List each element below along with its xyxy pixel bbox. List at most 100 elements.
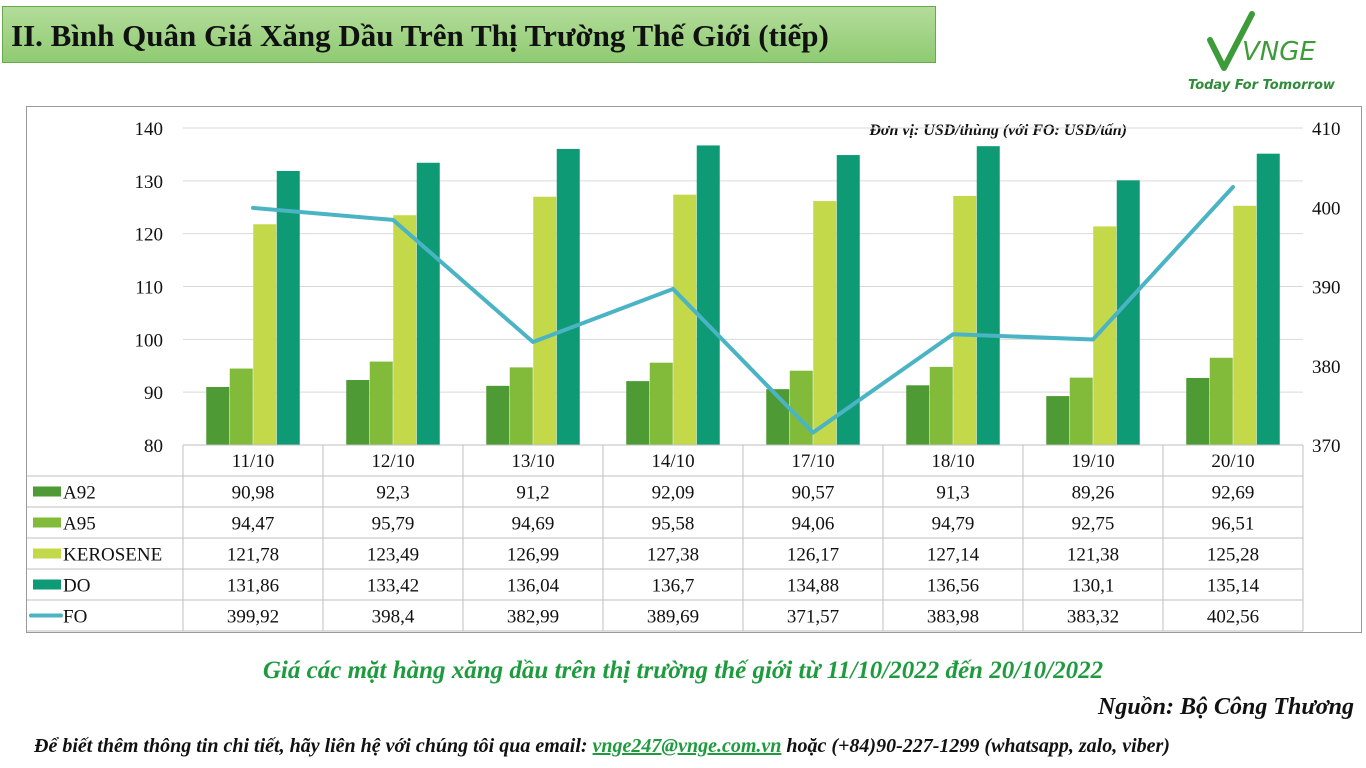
bar-kerosene bbox=[253, 224, 277, 445]
data-cell: 91,2 bbox=[516, 483, 549, 504]
bar-a95 bbox=[229, 368, 253, 445]
data-cell: 382,99 bbox=[507, 607, 559, 628]
data-cell: 130,1 bbox=[1072, 576, 1115, 597]
legend-key-a95 bbox=[33, 517, 61, 528]
bar-kerosene bbox=[1233, 205, 1257, 445]
email-link[interactable]: vnge247@vnge.com.vn bbox=[592, 735, 782, 757]
data-cell: 92,09 bbox=[652, 483, 695, 504]
category-label: 14/10 bbox=[651, 451, 694, 472]
data-cell: 125,28 bbox=[1207, 545, 1259, 566]
data-cell: 383,32 bbox=[1067, 607, 1119, 628]
data-cell: 126,17 bbox=[787, 545, 839, 566]
legend-label: KEROSENE bbox=[63, 545, 162, 566]
bar-a95 bbox=[929, 366, 953, 445]
data-cell: 123,49 bbox=[367, 545, 419, 566]
logo-brand-text: VNGE bbox=[1242, 37, 1316, 67]
bar-do bbox=[556, 148, 580, 445]
bar-do bbox=[836, 155, 860, 445]
unit-note: Đơn vị: USD/thùng (với FO: USD/tấn) bbox=[868, 122, 1127, 139]
data-cell: 92,69 bbox=[1212, 483, 1255, 504]
data-cell: 402,56 bbox=[1207, 607, 1259, 628]
y-left-tick-label: 140 bbox=[135, 119, 164, 140]
category-label: 11/10 bbox=[232, 451, 275, 472]
data-cell: 121,38 bbox=[1067, 545, 1119, 566]
data-cell: 94,06 bbox=[792, 514, 835, 535]
bar-do bbox=[1116, 180, 1140, 445]
bar-a95 bbox=[1069, 377, 1093, 445]
bar-a92 bbox=[206, 386, 230, 445]
data-cell: 91,3 bbox=[936, 483, 969, 504]
data-cell: 95,58 bbox=[652, 514, 695, 535]
category-label: 17/10 bbox=[791, 451, 834, 472]
page-title: II. Bình Quân Giá Xăng Dầu Trên Thị Trườ… bbox=[11, 18, 829, 53]
bar-a92 bbox=[906, 385, 930, 445]
data-cell: 92,75 bbox=[1072, 514, 1115, 535]
bar-kerosene bbox=[673, 194, 697, 445]
line-fo bbox=[251, 184, 1235, 435]
y-right-tick-label: 370 bbox=[1312, 436, 1341, 457]
bar-a92 bbox=[1046, 396, 1070, 445]
data-cell: 133,42 bbox=[367, 576, 419, 597]
y-left-tick-label: 130 bbox=[135, 172, 164, 193]
bar-do bbox=[416, 162, 440, 445]
data-cell: 136,04 bbox=[507, 576, 560, 597]
data-cell: 135,14 bbox=[1207, 576, 1260, 597]
data-cell: 131,86 bbox=[227, 576, 279, 597]
y-left-tick-label: 110 bbox=[135, 278, 163, 299]
data-cell: 383,98 bbox=[927, 607, 979, 628]
source-note: Nguồn: Bộ Công Thương bbox=[1098, 694, 1354, 720]
data-cell: 136,7 bbox=[652, 576, 695, 597]
bar-do bbox=[1256, 153, 1280, 445]
bar-a92 bbox=[486, 385, 510, 445]
y-right-tick-label: 400 bbox=[1312, 198, 1341, 219]
chart-frame: Đơn vị: USD/thùng (với FO: USD/tấn) 80 90… bbox=[26, 106, 1362, 633]
bar-kerosene bbox=[953, 195, 977, 445]
y-left-tick-label: 100 bbox=[135, 330, 164, 351]
category-label: 12/10 bbox=[371, 451, 414, 472]
legend-label: A92 bbox=[63, 483, 96, 504]
data-cell: 89,26 bbox=[1072, 483, 1115, 504]
category-label: 13/10 bbox=[511, 451, 554, 472]
data-cell: 127,38 bbox=[647, 545, 699, 566]
bar-kerosene bbox=[393, 215, 417, 445]
category-label: 20/10 bbox=[1211, 451, 1254, 472]
title-banner: II. Bình Quân Giá Xăng Dầu Trên Thị Trườ… bbox=[2, 6, 936, 63]
bar-a92 bbox=[346, 380, 370, 445]
legend-label: DO bbox=[63, 576, 90, 597]
category-label: 18/10 bbox=[931, 451, 974, 472]
bar-kerosene bbox=[813, 201, 837, 445]
legend-key-do bbox=[33, 579, 61, 590]
data-cell: 126,99 bbox=[507, 545, 559, 566]
data-cell: 399,92 bbox=[227, 607, 279, 628]
bar-kerosene bbox=[533, 196, 557, 445]
data-cell: 136,56 bbox=[927, 576, 979, 597]
data-cell: 90,57 bbox=[792, 483, 835, 504]
y-right-tick-label: 380 bbox=[1312, 357, 1341, 378]
legend-label: FO bbox=[63, 607, 87, 628]
y-right-tick-label: 390 bbox=[1312, 278, 1341, 299]
chart-caption: Giá các mặt hàng xăng dầu trên thị trườn… bbox=[262, 657, 1104, 684]
y-left-tick-label: 90 bbox=[144, 383, 163, 404]
data-cell: 96,51 bbox=[1212, 514, 1255, 535]
data-cell: 389,69 bbox=[647, 607, 699, 628]
data-cell: 134,88 bbox=[787, 576, 839, 597]
bar-a95 bbox=[789, 370, 813, 445]
legend-key-kerosene bbox=[33, 548, 61, 559]
data-cell: 398,4 bbox=[372, 607, 415, 628]
y-right-tick-label: 410 bbox=[1312, 119, 1341, 140]
contact-line: Để biết thêm thông tin chi tiết, hãy liê… bbox=[34, 735, 1170, 758]
y-left-tick-label: 120 bbox=[135, 225, 164, 246]
bar-do bbox=[976, 146, 1000, 445]
data-cell: 121,78 bbox=[227, 545, 279, 566]
y-left-tick-label: 80 bbox=[144, 436, 163, 457]
bar-kerosene bbox=[1093, 226, 1117, 445]
contact-prefix: Để biết thêm thông tin chi tiết, hãy liê… bbox=[34, 735, 593, 757]
legend-label: A95 bbox=[63, 514, 96, 535]
legend-key-a92 bbox=[33, 486, 61, 497]
logo-tagline: Today For Tomorrow bbox=[1188, 78, 1335, 93]
bar-a95 bbox=[509, 367, 533, 445]
data-cell: 94,69 bbox=[512, 514, 555, 535]
bar-a92 bbox=[1186, 377, 1210, 445]
data-cell: 94,79 bbox=[932, 514, 975, 535]
data-cell: 127,14 bbox=[927, 545, 980, 566]
